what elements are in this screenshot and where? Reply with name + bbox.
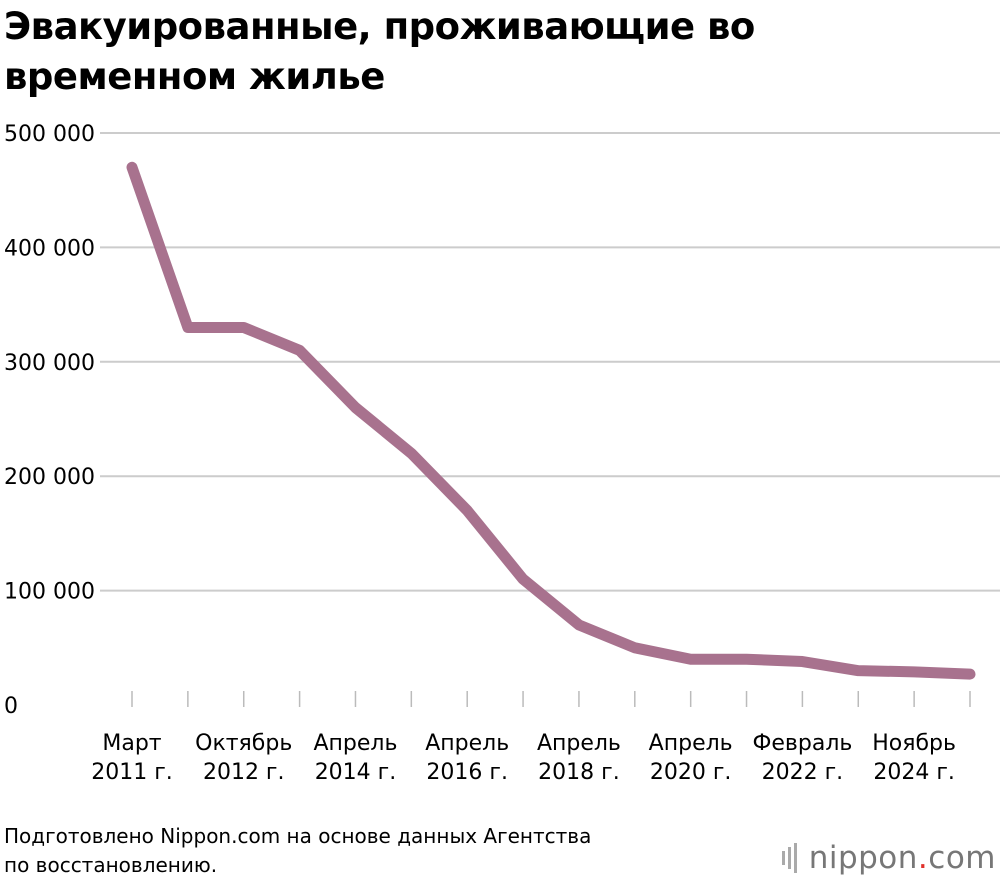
chart-title-line-2: временном жилье <box>4 55 385 98</box>
data-point <box>523 579 524 580</box>
data-point <box>467 510 468 511</box>
x-tick-label-month: Апрель <box>425 731 509 756</box>
logo-bars-icon <box>781 843 800 873</box>
data-point <box>411 453 412 454</box>
x-tick-label-month: Февраль <box>752 731 852 756</box>
data-point <box>746 659 747 660</box>
x-axis-labels: Март 2011 г. Октябрь 2012 г. Апрель 2014 г. Ап… <box>91 731 956 785</box>
chart-title: Эвакуированные, проживающие во временном… <box>4 2 994 102</box>
data-point <box>132 167 133 168</box>
data-point <box>355 407 356 408</box>
data-point <box>634 647 635 648</box>
x-tick-label-month: Март <box>102 731 161 756</box>
series-line <box>126 161 976 680</box>
nippon-logo: nippon.com <box>781 838 996 878</box>
y-tick-label: 0 <box>4 694 18 719</box>
logo-text: nippon.com <box>808 840 996 876</box>
data-point <box>914 671 915 672</box>
x-tick-label-month: Апрель <box>649 731 733 756</box>
data-point <box>299 350 300 351</box>
x-tick-label-year: 2014 г. <box>315 760 397 785</box>
x-tick-label-year: 2011 г. <box>91 760 173 785</box>
y-tick-label: 500 000 <box>4 122 95 147</box>
source-line-1: Подготовлено Nippon.com на основе данных… <box>4 824 592 848</box>
data-point <box>243 327 244 328</box>
x-tick-label-year: 2022 г. <box>762 760 844 785</box>
x-tick-label-month: Апрель <box>537 731 621 756</box>
chart-title-line-1: Эвакуированные, проживающие во <box>4 5 755 48</box>
source-line-2: по восстановлению. <box>4 853 218 877</box>
data-point <box>858 670 859 671</box>
y-tick-label: 200 000 <box>4 465 95 490</box>
grid-lines <box>100 132 1000 592</box>
x-tick-label-month: Ноябрь <box>872 731 956 756</box>
source-note: Подготовлено Nippon.com на основе данных… <box>4 822 704 880</box>
x-tick-label-year: 2016 г. <box>426 760 508 785</box>
x-tick-label-year: 2012 г. <box>203 760 285 785</box>
y-axis-labels: 0 100 000 200 000 300 000 400 000 500 000 <box>4 122 95 719</box>
data-point <box>187 327 188 328</box>
x-axis-ticks <box>131 691 971 707</box>
x-tick-label-year: 2020 г. <box>650 760 732 785</box>
x-tick-label-year: 2024 г. <box>873 760 955 785</box>
data-point <box>690 659 691 660</box>
x-tick-label-year: 2018 г. <box>538 760 620 785</box>
data-point <box>970 674 971 675</box>
y-tick-label: 400 000 <box>4 236 95 261</box>
data-point <box>802 661 803 662</box>
y-tick-label: 300 000 <box>4 351 95 376</box>
series-layer <box>126 161 976 680</box>
x-tick-label-month: Октябрь <box>195 731 292 756</box>
data-point <box>578 624 579 625</box>
x-tick-label-month: Апрель <box>313 731 397 756</box>
y-tick-label: 100 000 <box>4 580 95 605</box>
